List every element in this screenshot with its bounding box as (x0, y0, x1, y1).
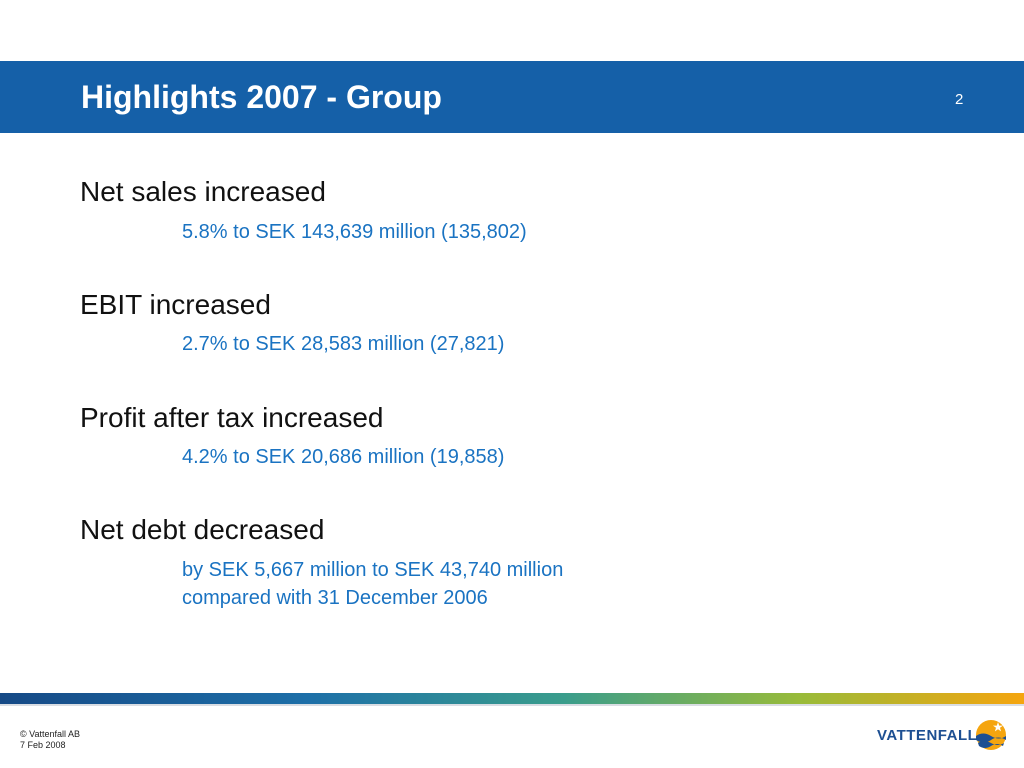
highlight-detail-profit-after-tax: 4.2% to SEK 20,686 million (19,858) (182, 446, 505, 468)
footer-stripe-shadow (0, 704, 1024, 706)
highlight-heading-ebit: EBIT increased (80, 289, 271, 320)
copyright-text: © Vattenfall AB (20, 729, 80, 739)
footer-date: 7 Feb 2008 (20, 740, 66, 750)
highlight-detail-net-debt-line-2: compared with 31 December 2006 (182, 587, 488, 609)
vattenfall-logo-text: VATTENFALL (877, 727, 978, 744)
page-number: 2 (955, 91, 964, 108)
footer-info: © Vattenfall AB 7 Feb 2008 (20, 729, 80, 751)
vattenfall-sun-wave-icon (976, 720, 1006, 750)
highlight-detail-net-debt-line-1: by SEK 5,667 million to SEK 43,740 milli… (182, 559, 564, 581)
highlight-detail-ebit: 2.7% to SEK 28,583 million (27,821) (182, 333, 505, 355)
highlight-heading-profit-after-tax: Profit after tax increased (80, 402, 384, 433)
slide-title: Highlights 2007 - Group (81, 79, 442, 115)
footer-gradient-stripe (0, 693, 1024, 704)
highlight-heading-net-debt: Net debt decreased (80, 514, 325, 545)
highlight-heading-net-sales: Net sales increased (80, 176, 326, 207)
highlight-detail-net-sales: 5.8% to SEK 143,639 million (135,802) (182, 221, 527, 243)
header-bar (0, 61, 1024, 133)
